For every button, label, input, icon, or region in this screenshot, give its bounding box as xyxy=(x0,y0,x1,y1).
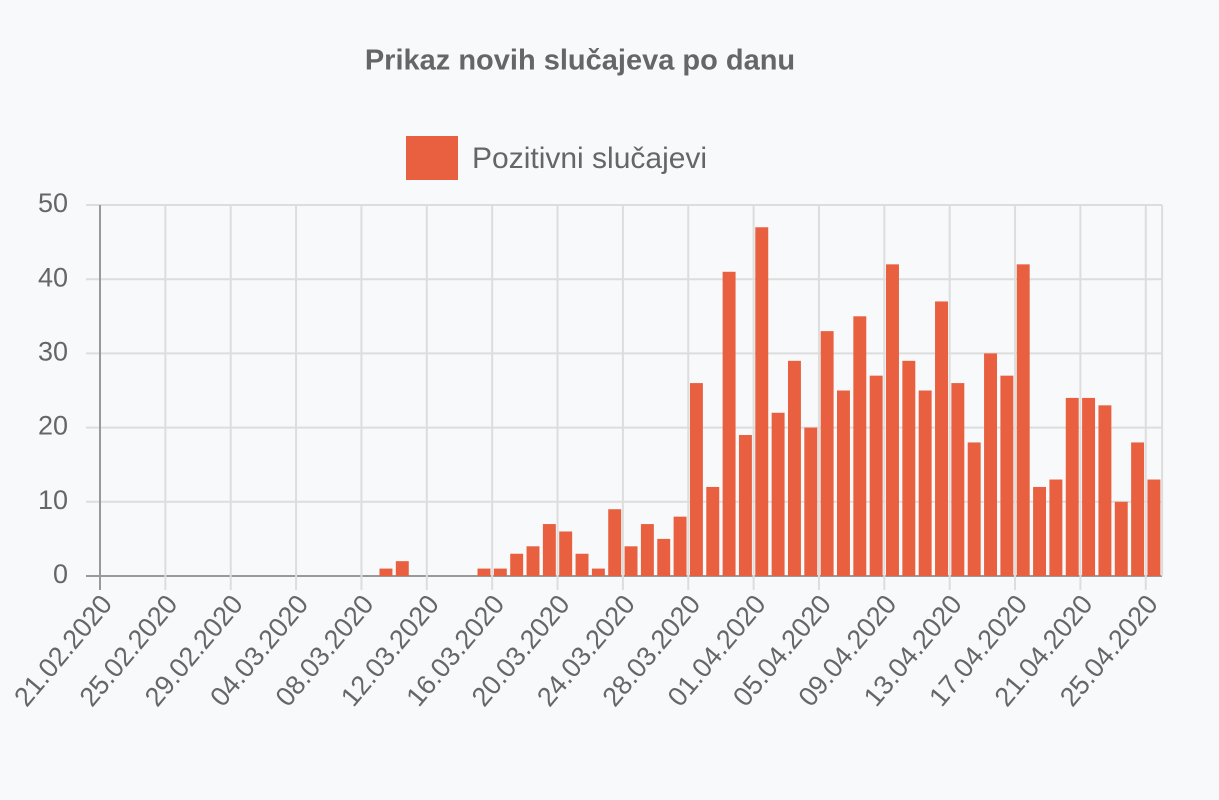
bar xyxy=(640,524,654,576)
legend-label: Pozitivni slučajevi xyxy=(472,142,707,175)
bar xyxy=(657,538,671,576)
y-tick-label: 30 xyxy=(38,337,68,367)
y-tick-label: 20 xyxy=(38,411,68,441)
bar xyxy=(738,435,752,576)
y-tick-label: 10 xyxy=(38,485,68,515)
bar xyxy=(902,360,916,576)
bar xyxy=(559,531,573,576)
bar xyxy=(608,509,622,576)
bar xyxy=(689,383,703,576)
bar xyxy=(918,390,932,576)
bar xyxy=(1131,442,1145,576)
bar xyxy=(706,486,720,576)
bar xyxy=(722,271,736,576)
bar xyxy=(591,568,605,576)
bar xyxy=(804,427,818,576)
y-tick-label: 40 xyxy=(38,262,68,292)
bar xyxy=(837,390,850,576)
bar xyxy=(1098,405,1112,576)
legend-swatch xyxy=(406,136,458,180)
y-tick-label: 50 xyxy=(38,188,68,218)
bar xyxy=(984,353,997,576)
bar xyxy=(787,360,801,576)
bar xyxy=(951,383,965,576)
bar xyxy=(379,568,393,576)
y-tick-label: 0 xyxy=(53,559,68,589)
bar xyxy=(1082,397,1096,576)
bar xyxy=(1114,501,1128,576)
bar xyxy=(1033,486,1047,576)
bar xyxy=(853,316,867,576)
bar xyxy=(542,524,556,576)
bar xyxy=(477,568,491,576)
bar xyxy=(1049,479,1063,576)
bar xyxy=(493,568,507,576)
bar xyxy=(1147,479,1161,576)
bar xyxy=(1016,264,1030,576)
bar xyxy=(755,227,769,576)
bar xyxy=(935,301,948,576)
bar xyxy=(771,412,785,576)
bar xyxy=(575,553,589,576)
bar xyxy=(510,553,524,576)
bar xyxy=(869,375,883,576)
bar xyxy=(1065,397,1079,576)
bar xyxy=(395,561,409,576)
chart-title: Prikaz novih slučajeva po danu xyxy=(365,45,795,77)
bar xyxy=(820,331,834,576)
bar xyxy=(673,516,687,576)
bar xyxy=(967,442,981,576)
bar xyxy=(1000,375,1014,576)
bar xyxy=(624,546,638,576)
bar xyxy=(886,264,899,576)
bar xyxy=(526,546,540,576)
